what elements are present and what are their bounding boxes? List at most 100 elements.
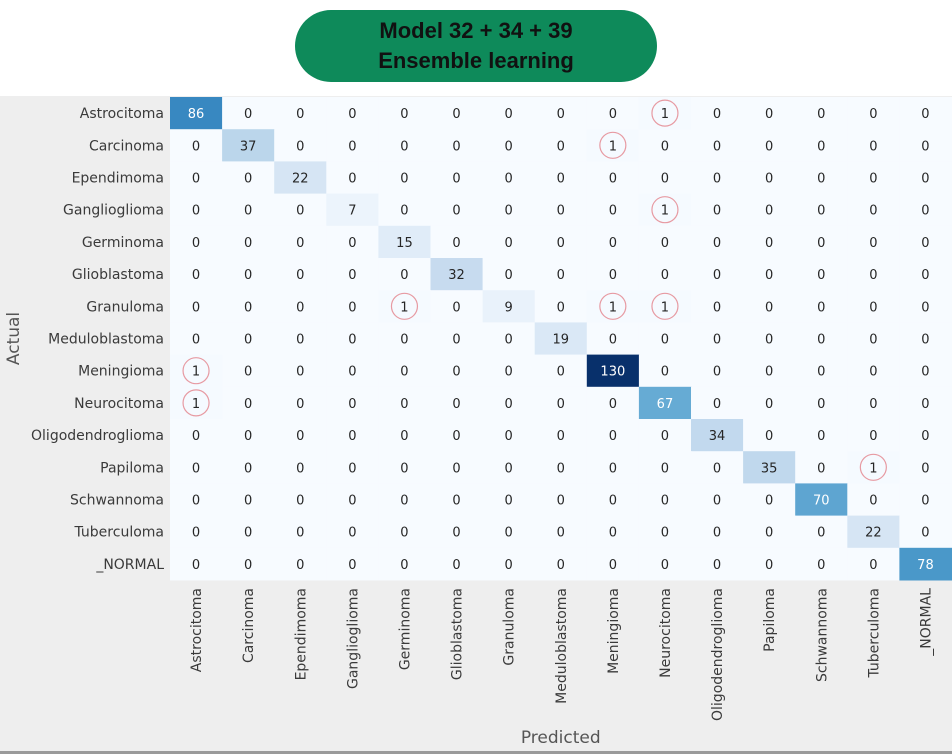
heatmap-cell xyxy=(170,483,223,517)
cell-value-label: 0 xyxy=(661,365,669,380)
heatmap-cell xyxy=(743,290,796,323)
heatmap-cell xyxy=(430,129,484,162)
cell-value-label: 0 xyxy=(505,397,513,412)
cell-value-label: 0 xyxy=(400,461,408,476)
cell-value-label: 7 xyxy=(348,204,356,219)
cell-value-label: 0 xyxy=(348,333,356,348)
cell-value-label: 0 xyxy=(348,236,356,251)
heatmap-cell xyxy=(326,483,379,517)
heatmap-cell xyxy=(847,386,900,420)
x-tick-label: Glioblastoma xyxy=(450,588,466,680)
cell-value-label: 0 xyxy=(557,204,565,219)
cell-value-label: 0 xyxy=(244,558,252,573)
x-tick-label: Germinoma xyxy=(397,588,413,670)
cell-value-label: 0 xyxy=(557,365,565,380)
cell-value-label: 0 xyxy=(400,139,408,154)
heatmap-cell xyxy=(847,258,900,291)
heatmap-cell xyxy=(482,193,536,227)
heatmap-cell xyxy=(847,193,900,227)
heatmap-cell xyxy=(170,547,223,581)
cell-value-label: 0 xyxy=(557,526,565,541)
heatmap-cell xyxy=(378,386,431,420)
heatmap-cell xyxy=(638,193,692,227)
heatmap-cell xyxy=(795,290,848,323)
heatmap-cell xyxy=(170,386,223,420)
cell-value-label: 0 xyxy=(765,333,773,348)
heatmap-cell xyxy=(170,258,223,291)
cell-value-label: 0 xyxy=(192,494,200,509)
cell-value-label: 0 xyxy=(348,461,356,476)
heatmap-cell xyxy=(638,97,692,130)
heatmap-cell xyxy=(274,258,327,291)
cell-value-label: 0 xyxy=(869,204,877,219)
cell-value-label: 1 xyxy=(661,204,669,219)
heatmap-cell xyxy=(638,258,692,291)
y-tick-label: Schwannoma xyxy=(70,493,164,509)
cell-value-label: 0 xyxy=(505,139,513,154)
y-tick-label: Meduloblastoma xyxy=(48,332,164,348)
heatmap-cell xyxy=(430,419,484,452)
heatmap-cell xyxy=(743,354,796,388)
x-tick-label: Schwannoma xyxy=(814,588,830,682)
heatmap-cell xyxy=(691,290,744,323)
x-tick-label: Ganglioglioma xyxy=(345,588,361,689)
cell-value-label: 0 xyxy=(921,333,929,348)
heatmap-cell xyxy=(795,515,848,549)
x-tick-label: Astrocitoma xyxy=(189,588,205,672)
cell-value-label: 0 xyxy=(765,139,773,154)
cell-value-label: 0 xyxy=(452,236,460,251)
cell-value-label: 0 xyxy=(348,172,356,187)
heatmap-cell xyxy=(274,451,327,484)
heatmap-cell xyxy=(638,451,692,484)
heatmap-cell xyxy=(743,483,796,517)
heatmap-cell xyxy=(430,322,484,356)
heatmap-cell xyxy=(222,547,275,581)
cell-value-label: 0 xyxy=(348,139,356,154)
heatmap-cell xyxy=(847,547,900,581)
cell-value-label: 0 xyxy=(557,494,565,509)
highlight-circle xyxy=(599,131,627,159)
cell-value-label: 0 xyxy=(765,107,773,122)
heatmap-cell xyxy=(430,225,484,259)
x-axis-label: Predicted xyxy=(521,728,601,748)
cell-value-label: 0 xyxy=(765,558,773,573)
cell-value-label: 0 xyxy=(505,107,513,122)
cell-value-label: 0 xyxy=(921,300,929,315)
cell-value-label: 1 xyxy=(869,461,877,476)
cell-value-label: 0 xyxy=(452,365,460,380)
cell-value-label: 130 xyxy=(600,365,625,380)
heatmap-cell xyxy=(743,97,796,130)
cell-value-label: 0 xyxy=(609,429,617,444)
heatmap-cell xyxy=(899,419,952,452)
cell-value-label: 0 xyxy=(713,397,721,412)
heatmap-cell xyxy=(326,161,379,195)
heatmap-cell xyxy=(795,97,848,130)
cell-value-label: 0 xyxy=(452,300,460,315)
heatmap-cell xyxy=(326,515,379,549)
heatmap-cell xyxy=(899,386,952,420)
cell-value-label: 1 xyxy=(192,397,200,412)
cell-value-label: 0 xyxy=(296,268,304,283)
cell-value-label: 0 xyxy=(869,333,877,348)
heatmap-cell xyxy=(482,97,536,130)
cell-value-label: 0 xyxy=(452,107,460,122)
heatmap-cell xyxy=(326,290,379,323)
cell-value-label: 0 xyxy=(505,461,513,476)
heatmap-cell xyxy=(847,290,900,323)
cell-value-label: 0 xyxy=(296,397,304,412)
heatmap-cell xyxy=(899,322,952,356)
heatmap-cell xyxy=(274,354,327,388)
cell-value-label: 0 xyxy=(296,365,304,380)
heatmap-cell xyxy=(743,322,796,356)
cell-value-label: 0 xyxy=(296,333,304,348)
heatmap-cell xyxy=(430,354,484,388)
heatmap-cell xyxy=(482,322,536,356)
heatmap-cell xyxy=(847,451,900,484)
highlight-circle xyxy=(651,99,679,127)
cell-value-label: 0 xyxy=(921,268,929,283)
cell-value-label: 0 xyxy=(921,429,929,444)
heatmap-cell xyxy=(222,193,275,227)
heatmap-cell xyxy=(534,290,588,323)
cell-value-label: 0 xyxy=(661,236,669,251)
heatmap-cell xyxy=(170,322,223,356)
